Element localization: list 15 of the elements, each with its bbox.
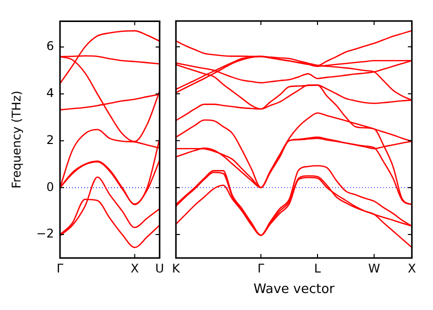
x-tick-label: X: [130, 261, 139, 276]
y-tick-label: 0: [46, 180, 54, 194]
x-tick-label: L: [314, 261, 322, 276]
x-tick-label: U: [155, 261, 164, 276]
y-tick-label: −2: [36, 226, 54, 241]
y-tick-label: 6: [46, 39, 54, 54]
x-axis-title: Wave vector: [252, 282, 336, 297]
x-tick-label: X: [408, 261, 416, 276]
x-tick-label: W: [368, 261, 380, 276]
x-tick-label: Γ: [258, 261, 265, 276]
y-axis-title: Frequency (THz): [9, 90, 24, 189]
x-tick-label: K: [172, 261, 181, 276]
x-tick-label: Γ: [56, 261, 64, 276]
y-tick-label: 4: [46, 86, 54, 100]
y-tick-label: 2: [46, 132, 54, 147]
